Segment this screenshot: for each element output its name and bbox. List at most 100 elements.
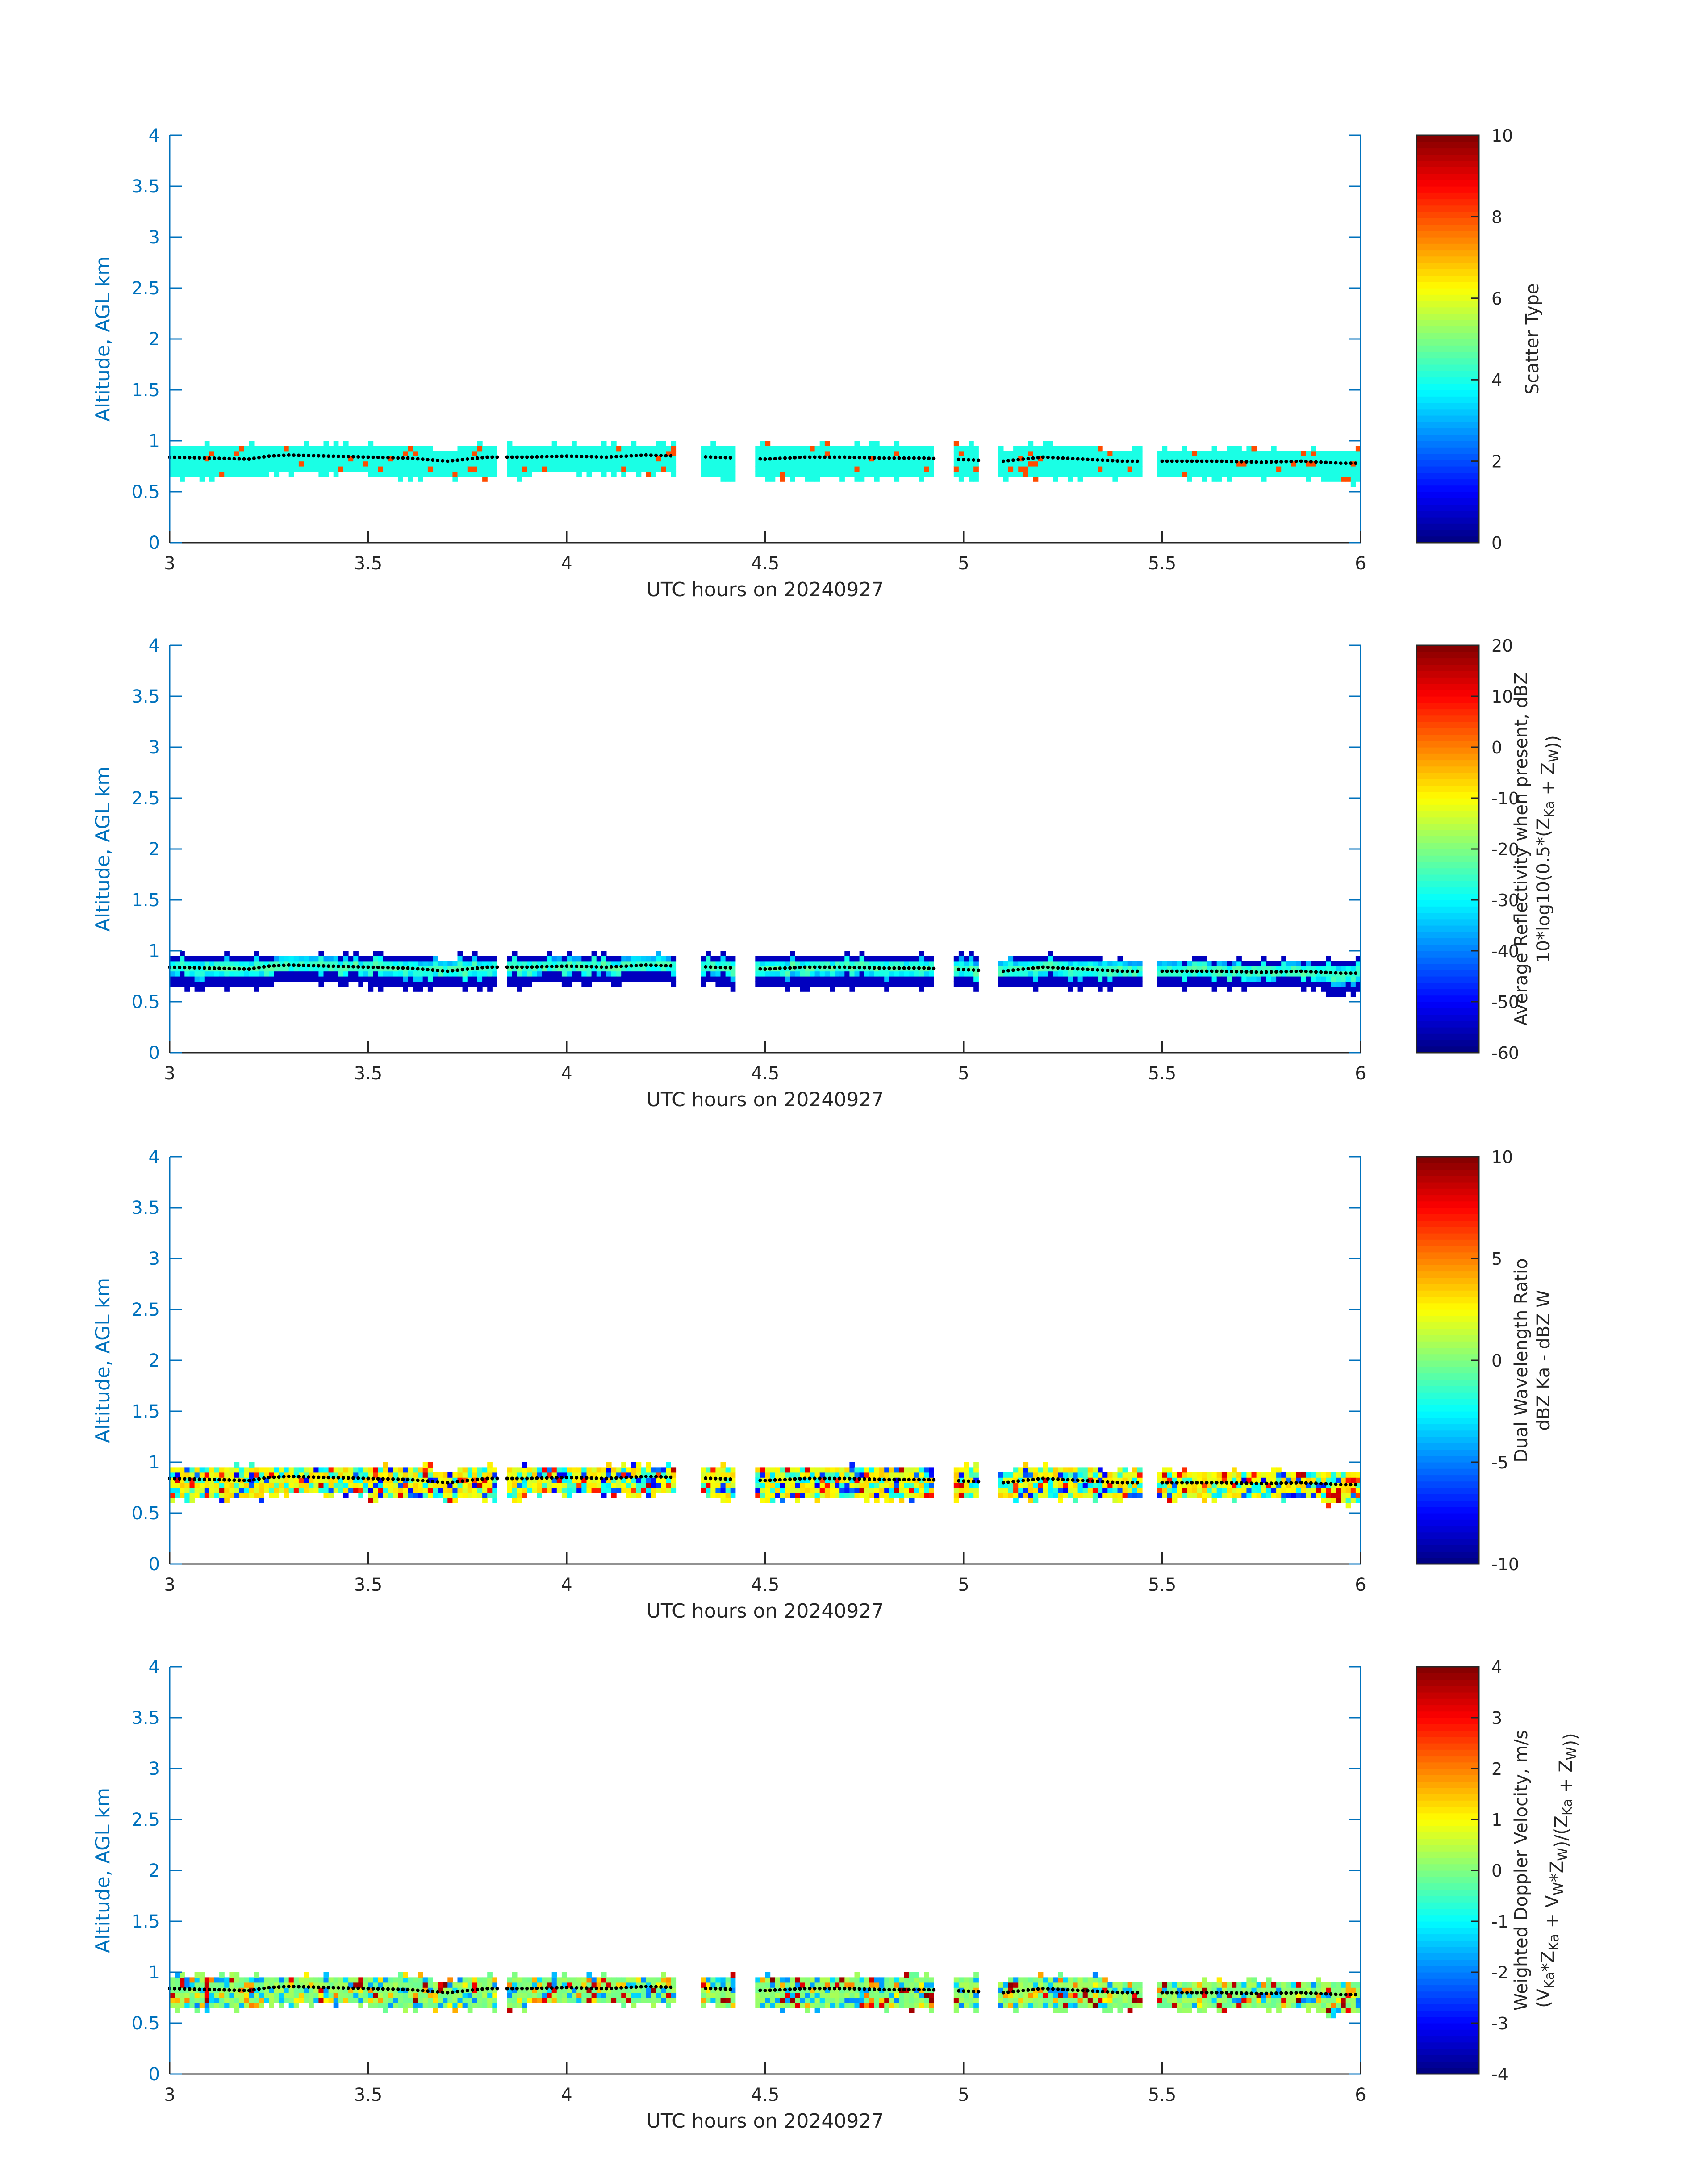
heatmap-cell bbox=[815, 1493, 820, 1498]
heatmap-cell bbox=[334, 461, 339, 467]
heatmap-cell bbox=[815, 1467, 820, 1472]
heatmap-cell bbox=[468, 981, 473, 987]
marker-point bbox=[1096, 1480, 1099, 1483]
heatmap-cell bbox=[353, 1467, 359, 1472]
heatmap-cell bbox=[969, 956, 974, 961]
marker-point bbox=[1190, 460, 1194, 463]
heatmap-cell bbox=[348, 446, 354, 451]
heatmap-cell bbox=[785, 1483, 790, 1488]
heatmap-cell bbox=[1028, 471, 1034, 477]
marker-point bbox=[466, 1479, 469, 1482]
heatmap-cell bbox=[1257, 961, 1262, 966]
marker-point bbox=[1230, 1481, 1233, 1485]
heatmap-cell bbox=[1281, 466, 1286, 472]
heatmap-cell bbox=[889, 446, 894, 451]
heatmap-cell bbox=[175, 1472, 180, 1478]
marker-point bbox=[222, 967, 226, 970]
heatmap-cell bbox=[1157, 981, 1162, 987]
heatmap-cell bbox=[874, 1493, 880, 1498]
heatmap-cell bbox=[671, 441, 676, 446]
heatmap-cell bbox=[190, 451, 195, 456]
marker-point bbox=[764, 1479, 767, 1482]
heatmap-cell bbox=[715, 451, 721, 456]
heatmap-cell bbox=[567, 956, 572, 961]
heatmap-cell bbox=[914, 971, 919, 977]
colorbar-swatch bbox=[1416, 294, 1479, 301]
heatmap-cell bbox=[1207, 1488, 1212, 1493]
heatmap-cell bbox=[507, 1467, 513, 1472]
marker-point bbox=[1016, 1479, 1020, 1483]
heatmap-cell bbox=[1311, 987, 1316, 992]
heatmap-cell bbox=[413, 1467, 418, 1472]
heatmap-cell bbox=[195, 2008, 200, 2013]
heatmap-cell bbox=[1038, 446, 1044, 451]
heatmap-cell bbox=[611, 971, 617, 977]
heatmap-cell bbox=[790, 466, 795, 472]
heatmap-cell bbox=[904, 1472, 910, 1478]
heatmap-cell bbox=[393, 466, 398, 472]
heatmap-cell bbox=[363, 1488, 368, 1493]
heatmap-cell bbox=[1003, 1493, 1009, 1498]
heatmap-cell bbox=[1028, 971, 1034, 977]
heatmap-cell bbox=[249, 1488, 255, 1493]
heatmap-cell bbox=[731, 987, 736, 992]
heatmap-cell bbox=[195, 971, 200, 977]
heatmap-cell bbox=[184, 1493, 190, 1498]
marker-point bbox=[853, 1477, 856, 1481]
marker-point bbox=[292, 963, 296, 967]
marker-point bbox=[902, 966, 906, 970]
heatmap-cell bbox=[909, 956, 915, 961]
heatmap-cell bbox=[1227, 451, 1232, 456]
heatmap-cell bbox=[1346, 1498, 1351, 1503]
heatmap-cell bbox=[507, 446, 513, 451]
heatmap-cell bbox=[309, 1488, 314, 1493]
marker-point bbox=[1056, 456, 1060, 460]
marker-point bbox=[490, 1477, 494, 1481]
heatmap-cell bbox=[557, 971, 562, 977]
heatmap-cell bbox=[195, 2003, 200, 2008]
heatmap-cell bbox=[1118, 1493, 1123, 1498]
marker-point bbox=[227, 1478, 231, 1482]
heatmap-cell bbox=[1212, 1493, 1217, 1498]
marker-point bbox=[386, 966, 390, 970]
heatmap-cell bbox=[274, 976, 279, 982]
marker-point bbox=[1006, 459, 1010, 463]
heatmap-cell bbox=[1132, 1493, 1138, 1498]
heatmap-cell bbox=[373, 981, 379, 987]
heatmap-cell bbox=[309, 446, 314, 451]
heatmap-cell bbox=[636, 1488, 642, 1493]
heatmap-cell bbox=[1123, 466, 1128, 472]
heatmap-cell bbox=[289, 976, 294, 982]
heatmap-cell bbox=[775, 1472, 781, 1478]
heatmap-cell bbox=[1276, 981, 1282, 987]
heatmap-cell bbox=[1063, 956, 1068, 961]
heatmap-cell bbox=[587, 461, 592, 467]
heatmap-cell bbox=[606, 976, 612, 982]
heatmap-cell bbox=[954, 1493, 959, 1498]
heatmap-cell bbox=[889, 956, 894, 961]
marker-point bbox=[436, 1480, 439, 1484]
heatmap-cell bbox=[666, 461, 671, 467]
heatmap-cell bbox=[1008, 466, 1014, 472]
marker-point bbox=[1106, 969, 1109, 972]
heatmap-cell bbox=[264, 461, 269, 467]
heatmap-cell bbox=[1261, 961, 1267, 966]
heatmap-cell bbox=[318, 981, 324, 987]
heatmap-cell bbox=[304, 956, 309, 961]
heatmap-cell bbox=[1088, 956, 1093, 961]
heatmap-cell bbox=[606, 446, 612, 451]
heatmap-cell bbox=[884, 976, 889, 982]
heatmap-cell bbox=[1241, 976, 1247, 982]
colorbar-swatch bbox=[1416, 1246, 1479, 1253]
marker-point bbox=[238, 1479, 241, 1482]
heatmap-cell bbox=[1068, 961, 1073, 966]
marker-point bbox=[768, 1479, 772, 1482]
heatmap-cell bbox=[1123, 451, 1128, 456]
marker-point bbox=[882, 1478, 886, 1481]
marker-point bbox=[1329, 461, 1332, 464]
heatmap-cell bbox=[1167, 976, 1173, 982]
heatmap-cell bbox=[1063, 446, 1068, 451]
heatmap-cell bbox=[1236, 1493, 1242, 1498]
marker-point bbox=[391, 456, 395, 460]
heatmap-cell bbox=[507, 1488, 513, 1493]
